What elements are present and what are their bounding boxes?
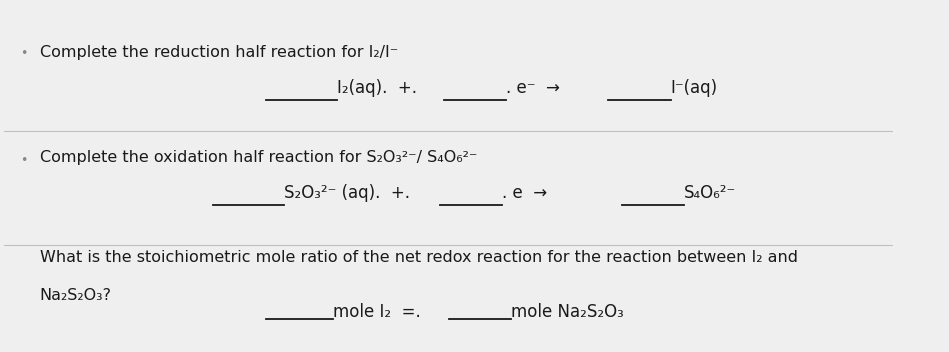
Text: Na₂S₂O₃?: Na₂S₂O₃?	[40, 288, 112, 303]
Text: Complete the oxidation half reaction for S₂O₃²⁻/ S₄O₆²⁻: Complete the oxidation half reaction for…	[40, 150, 477, 165]
Text: I₂(aq).  +.: I₂(aq). +.	[338, 79, 418, 98]
Text: S₂O₃²⁻ (aq).  +.: S₂O₃²⁻ (aq). +.	[284, 184, 410, 202]
Text: I⁻(aq): I⁻(aq)	[671, 79, 717, 98]
Text: mole I₂  =.: mole I₂ =.	[333, 303, 420, 321]
Text: Complete the reduction half reaction for I₂/I⁻: Complete the reduction half reaction for…	[40, 45, 398, 61]
Text: •: •	[20, 154, 28, 166]
Text: What is the stoichiometric mole ratio of the net redox reaction for the reaction: What is the stoichiometric mole ratio of…	[40, 250, 798, 265]
Text: S₄O₆²⁻: S₄O₆²⁻	[684, 184, 736, 202]
Text: mole Na₂S₂O₃: mole Na₂S₂O₃	[511, 303, 623, 321]
Text: •: •	[20, 47, 28, 60]
Text: . e⁻  →: . e⁻ →	[507, 79, 560, 98]
Text: . e  →: . e →	[502, 184, 547, 202]
